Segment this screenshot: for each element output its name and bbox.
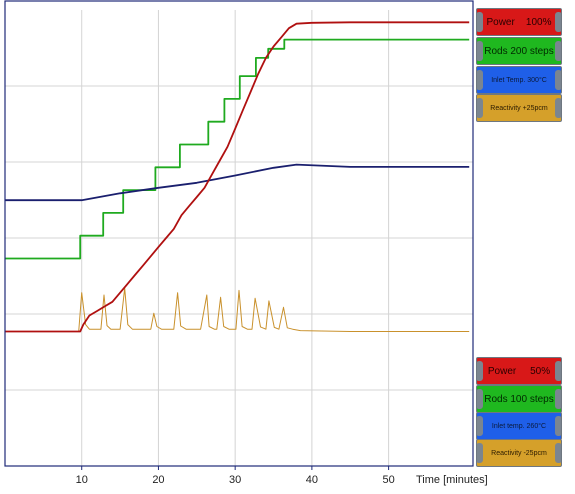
series-lines: [5, 21, 470, 333]
legend-top-reactivity-label: Reactivity +25pcm: [490, 104, 548, 112]
legend-bottom-inlet: Inlet temp. 260°C: [476, 412, 562, 440]
legend-top-rods-label: Rods 200 steps: [484, 45, 554, 57]
x-axis-label: Time [minutes]: [416, 474, 488, 486]
x-tick-label: 10: [76, 474, 88, 486]
legend-top-power-label: Power 100%: [486, 16, 552, 28]
legend-bottom-reactivity: Reactivity -25pcm: [476, 439, 562, 467]
series-line-power: [5, 21, 470, 333]
series-line-rods: [5, 38, 470, 260]
legend-bottom-rods: Rods 100 steps: [476, 385, 562, 413]
x-tick-label: 30: [229, 474, 241, 486]
legend-bottom-power: Power 50%: [476, 357, 562, 385]
x-tick-label: 50: [382, 474, 394, 486]
legend-bottom-inlet-label: Inlet temp. 260°C: [491, 422, 547, 430]
legend-top-inlet-label: Inlet Temp. 300°C: [491, 76, 547, 84]
series-line-inlet-temp: [5, 163, 470, 202]
legend-top-power: Power 100%: [476, 8, 562, 36]
legend-bottom-reactivity-label: Reactivity -25pcm: [491, 449, 547, 457]
legend-bottom-rods-label: Rods 100 steps: [484, 393, 554, 405]
legend-top-reactivity: Reactivity +25pcm: [476, 94, 562, 122]
legend-bottom-power-label: Power 50%: [487, 365, 551, 377]
series-line-reactivity: [5, 287, 470, 332]
legend-top-inlet: Inlet Temp. 300°C: [476, 66, 562, 94]
plot-frame: [4, 0, 474, 467]
x-tick-label: 40: [306, 474, 318, 486]
x-tick-label: 20: [152, 474, 164, 486]
legend-top-rods: Rods 200 steps: [476, 37, 562, 65]
axes: 10 20 30 40 50 Time [minutes]: [4, 0, 488, 486]
